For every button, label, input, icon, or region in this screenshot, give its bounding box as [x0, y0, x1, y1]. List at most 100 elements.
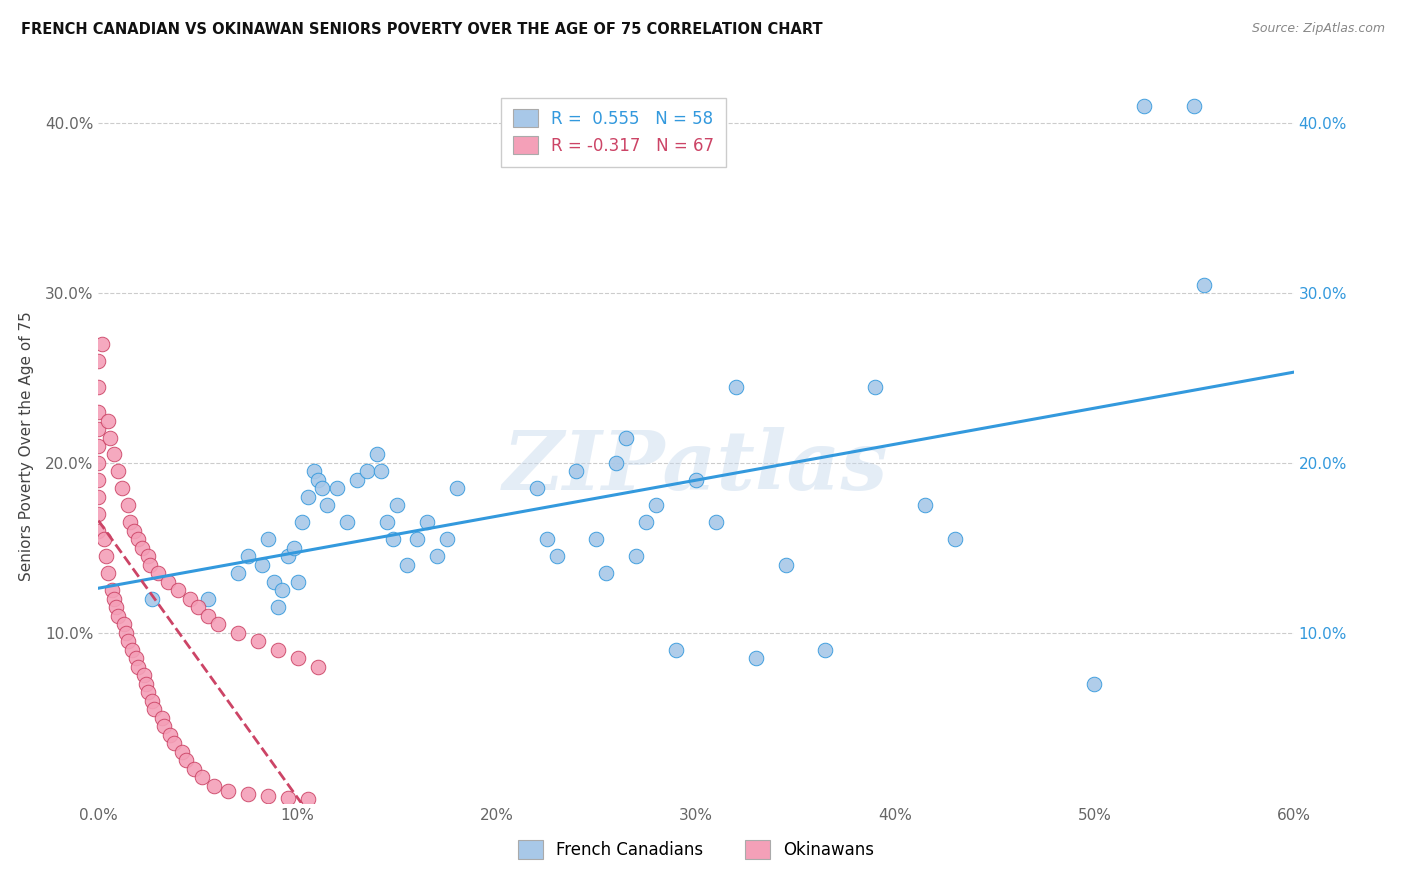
Point — [336, 516, 359, 530]
Point — [141, 694, 163, 708]
Point — [187, 600, 209, 615]
Point — [191, 770, 214, 784]
Point — [546, 549, 568, 564]
Point — [103, 591, 125, 606]
Point — [277, 549, 299, 564]
Point — [183, 762, 205, 776]
Point — [117, 499, 139, 513]
Point — [704, 516, 727, 530]
Point — [375, 516, 398, 530]
Point — [775, 558, 797, 572]
Point — [96, 549, 118, 564]
Point — [124, 524, 146, 538]
Point — [446, 482, 468, 496]
Point — [267, 600, 290, 615]
Point — [87, 456, 110, 470]
Point — [277, 790, 299, 805]
Point — [256, 533, 278, 547]
Point — [167, 583, 190, 598]
Point — [1083, 677, 1105, 691]
Point — [87, 439, 110, 453]
Point — [131, 541, 153, 555]
Point — [814, 643, 837, 657]
Point — [115, 626, 138, 640]
Point — [370, 465, 392, 479]
Point — [87, 524, 110, 538]
Point — [148, 566, 170, 581]
Point — [685, 473, 707, 487]
Point — [526, 482, 548, 496]
Point — [724, 379, 747, 393]
Point — [97, 413, 120, 427]
Point — [311, 482, 333, 496]
Point — [125, 651, 148, 665]
Point — [382, 533, 405, 547]
Point — [134, 668, 156, 682]
Point — [297, 792, 319, 806]
Y-axis label: Seniors Poverty Over the Age of 75: Seniors Poverty Over the Age of 75 — [18, 311, 34, 581]
Point — [101, 583, 124, 598]
Point — [87, 354, 110, 368]
Point — [865, 379, 887, 393]
Point — [267, 643, 290, 657]
Point — [179, 591, 201, 606]
Point — [172, 745, 194, 759]
Point — [87, 473, 110, 487]
Point — [263, 574, 285, 589]
Point — [665, 643, 688, 657]
Point — [87, 490, 110, 504]
Point — [1182, 99, 1205, 113]
Point — [197, 608, 219, 623]
Point — [87, 422, 110, 436]
Point — [157, 574, 180, 589]
Point — [136, 549, 159, 564]
Point — [97, 566, 120, 581]
Point — [202, 779, 225, 793]
Point — [141, 591, 163, 606]
Point — [103, 448, 125, 462]
Legend: French Canadians, Okinawans: French Canadians, Okinawans — [510, 834, 882, 866]
Point — [246, 634, 269, 648]
Point — [91, 337, 114, 351]
Point — [159, 728, 181, 742]
Point — [139, 558, 162, 572]
Point — [87, 379, 110, 393]
Point — [426, 549, 449, 564]
Point — [111, 482, 134, 496]
Point — [250, 558, 273, 572]
Point — [87, 507, 110, 521]
Point — [645, 499, 668, 513]
Point — [356, 465, 378, 479]
Point — [256, 789, 278, 803]
Point — [565, 465, 588, 479]
Point — [287, 574, 309, 589]
Point — [143, 702, 166, 716]
Point — [107, 608, 129, 623]
Point — [585, 533, 607, 547]
Point — [396, 558, 419, 572]
Point — [595, 566, 617, 581]
Point — [291, 516, 314, 530]
Point — [636, 516, 658, 530]
Point — [745, 651, 768, 665]
Point — [283, 541, 305, 555]
Point — [943, 533, 966, 547]
Point — [416, 516, 439, 530]
Point — [107, 465, 129, 479]
Point — [127, 533, 149, 547]
Point — [117, 634, 139, 648]
Point — [207, 617, 229, 632]
Point — [436, 533, 458, 547]
Point — [302, 465, 325, 479]
Point — [217, 784, 239, 798]
Point — [385, 499, 409, 513]
Point — [406, 533, 429, 547]
Point — [105, 600, 128, 615]
Point — [226, 626, 249, 640]
Point — [226, 566, 249, 581]
Point — [112, 617, 135, 632]
Point — [307, 660, 329, 674]
Point — [236, 549, 259, 564]
Point — [366, 448, 388, 462]
Point — [120, 516, 142, 530]
